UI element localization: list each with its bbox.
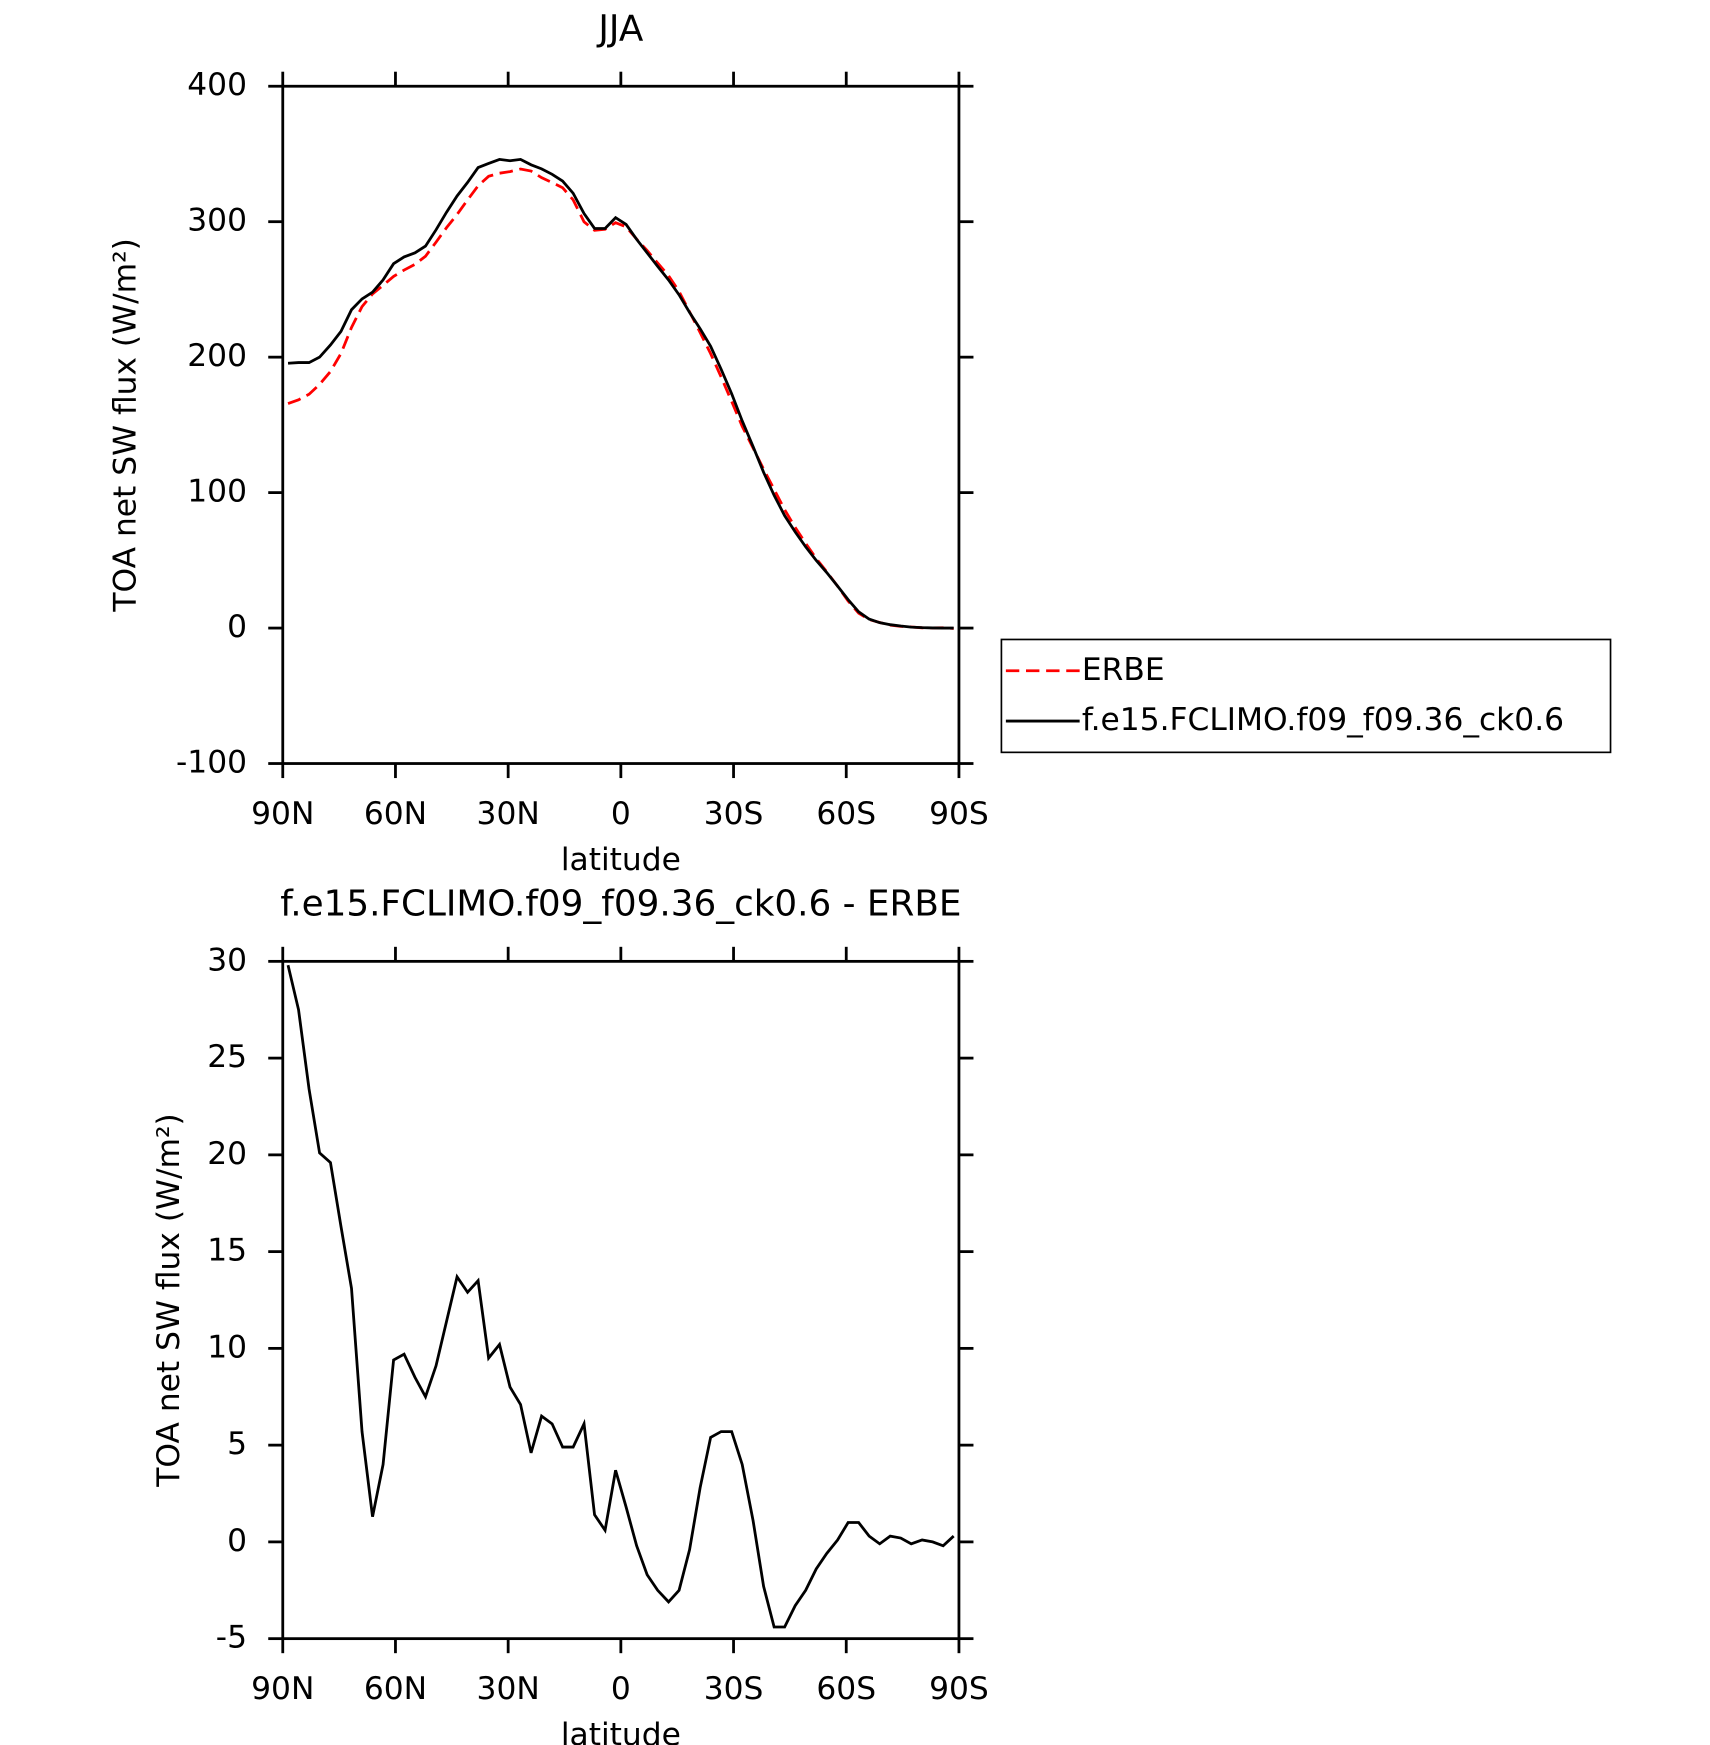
y-tick-label: 0 [227, 1523, 247, 1559]
legend-box [1000, 638, 1612, 754]
y-tick-label: -5 [216, 1620, 247, 1656]
y-tick-label: 300 [187, 203, 247, 239]
legend-label: ERBE [1082, 652, 1165, 688]
x-tick-label: 60N [364, 1671, 427, 1707]
x-tick-label: 30N [477, 1671, 540, 1707]
chart-title: f.e15.FCLIMO.f09_f09.36_ck0.6 - ERBE [280, 883, 961, 924]
x-axis-label: latitude [561, 1717, 681, 1745]
y-axis-label: TOA net SW flux (W/m²) [107, 238, 143, 612]
y-tick-label: -100 [176, 745, 247, 781]
x-tick-label: 90S [929, 796, 989, 832]
y-axis-label: TOA net SW flux (W/m²) [151, 1113, 187, 1487]
x-tick-label: 30S [704, 1671, 764, 1707]
y-tick-label: 400 [187, 67, 247, 103]
data-line [287, 157, 954, 630]
x-tick-label: 0 [611, 796, 631, 832]
y-tick-label: 100 [187, 474, 247, 510]
x-tick-label: 0 [611, 1671, 631, 1707]
plot-frame [281, 959, 961, 1641]
y-tick-label: 20 [207, 1136, 247, 1172]
x-tick-label: 30N [477, 796, 540, 832]
y-tick-label: 10 [207, 1329, 247, 1365]
x-tick-label: 60N [364, 796, 427, 832]
x-tick-label: 90N [251, 796, 314, 832]
x-tick-label: 90N [251, 1671, 314, 1707]
legend-label: f.e15.FCLIMO.f09_f09.36_ck0.6 [1082, 702, 1564, 738]
y-tick-label: 25 [207, 1039, 247, 1075]
data-line [286, 964, 955, 1629]
y-tick-label: 15 [207, 1233, 247, 1269]
y-tick-label: 0 [227, 609, 247, 645]
data-line [287, 167, 954, 630]
x-tick-label: 60S [816, 796, 876, 832]
x-axis-label: latitude [561, 842, 681, 878]
plot-frame [281, 84, 961, 765]
x-tick-label: 90S [929, 1671, 989, 1707]
y-tick-label: 30 [207, 942, 247, 978]
y-tick-label: 200 [187, 338, 247, 374]
chart-title: JJA [596, 8, 643, 49]
x-tick-label: 30S [704, 796, 764, 832]
x-tick-label: 60S [816, 1671, 876, 1707]
y-tick-label: 5 [227, 1426, 247, 1462]
